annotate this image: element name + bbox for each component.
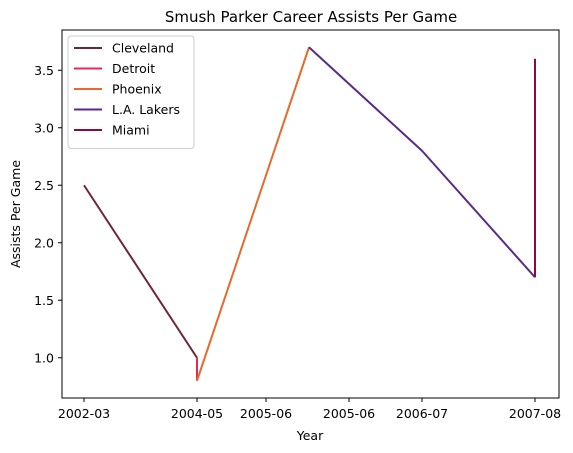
legend-label: Cleveland — [112, 41, 174, 56]
series-lines — [83, 46, 536, 382]
x-tick-label: 2005-06 — [323, 406, 375, 421]
y-tick-label: 2.0 — [34, 235, 54, 250]
y-axis: 1.0 1.5 2.0 2.5 3.0 3.5 — [34, 63, 62, 365]
y-tick-label: 3.5 — [34, 63, 54, 78]
x-tick-label: 2002-03 — [58, 406, 110, 421]
legend-label: Detroit — [112, 61, 155, 76]
series-line-l-a-lakers — [308, 46, 536, 278]
x-tick-label: 2006-07 — [396, 406, 448, 421]
legend-label: Miami — [112, 123, 150, 138]
legend-box — [67, 35, 195, 149]
x-tick-label: 2004-05 — [171, 406, 223, 421]
legend: Cleveland Detroit Phoenix L.A. Lakers Miami — [67, 35, 195, 149]
series-line-phoenix — [196, 46, 310, 382]
x-tick-label: 2007-08 — [509, 406, 561, 421]
legend-label: Phoenix — [112, 82, 162, 97]
legend-label: L.A. Lakers — [112, 102, 180, 117]
chart-title: Smush Parker Career Assists Per Game — [165, 8, 457, 26]
y-tick-label: 2.5 — [34, 178, 54, 193]
y-tick-label: 1.5 — [34, 293, 54, 308]
y-tick-label: 1.0 — [34, 350, 54, 365]
y-axis-label: Assists Per Game — [8, 160, 23, 268]
y-tick-label: 3.0 — [34, 120, 54, 135]
x-axis-label: Year — [296, 428, 324, 443]
x-axis: 2002-03 2004-05 2005-06 2005-06 2006-07 2007-… — [58, 398, 561, 421]
x-tick-label: 2005-06 — [240, 406, 292, 421]
series-line-cleveland — [83, 184, 198, 359]
